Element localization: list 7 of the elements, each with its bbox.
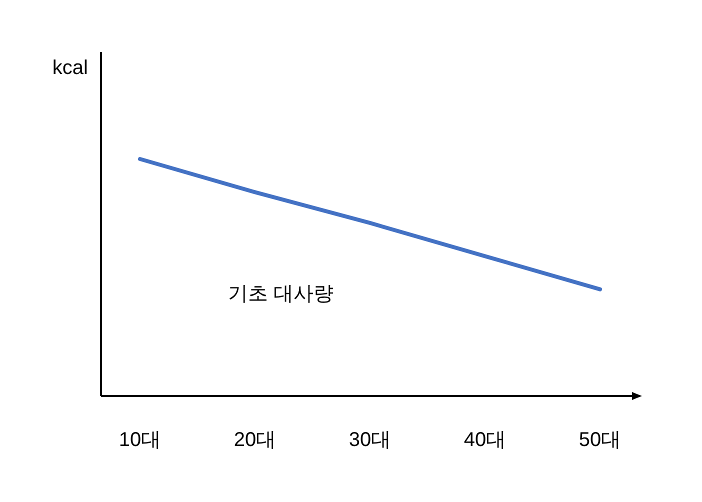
y-axis-title: kcal	[52, 57, 88, 79]
x-tick-label: 50대	[578, 429, 622, 451]
x-tick-label: 30대	[348, 429, 392, 451]
x-tick-label: 10대	[118, 429, 162, 451]
x-tick-label: 40대	[464, 429, 506, 451]
annotation: 기초 대사량	[228, 283, 334, 305]
x-tick-label: 20대	[234, 429, 276, 451]
